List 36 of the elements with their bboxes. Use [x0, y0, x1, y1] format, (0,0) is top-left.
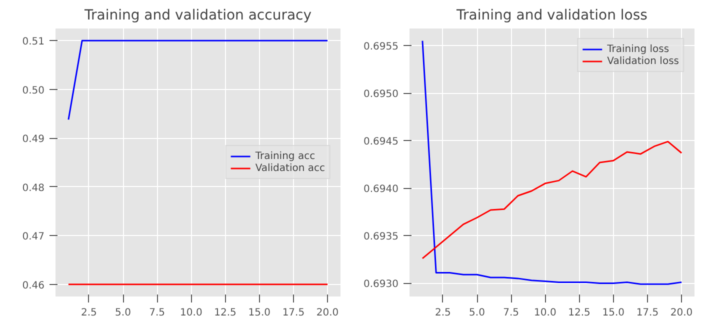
x-tick-label: 20.0	[670, 308, 693, 318]
y-tick-label: 0.48	[22, 182, 44, 194]
y-tick-label: 0.49	[22, 134, 44, 146]
y-tick-label: 0.6955	[364, 42, 399, 53]
x-tick-label: 5.0	[115, 308, 131, 318]
x-tick-label: 15.0	[602, 308, 624, 318]
x-tick-label: 20.0	[316, 308, 339, 318]
y-tick-label: 0.46	[22, 280, 44, 292]
x-tick-label: 5.0	[469, 308, 485, 318]
legend-label: Training loss	[607, 43, 670, 55]
legend-label: Training acc	[255, 150, 316, 162]
x-tick-label: 2.5	[434, 308, 451, 318]
x-tick-label: 17.5	[636, 308, 659, 318]
line-series	[422, 140, 682, 260]
y-tick-label: 0.6940	[364, 184, 399, 196]
y-tick-label: 0.50	[22, 85, 44, 96]
x-tick-label: 15.0	[248, 308, 270, 318]
y-tick-label: 0.6950	[364, 89, 399, 100]
y-tick-label: 0.6935	[364, 232, 399, 243]
chart-title: Training and validation loss	[456, 8, 648, 24]
line-series	[422, 40, 682, 285]
chart-title: Training and validation accuracy	[83, 8, 312, 24]
x-tick-label: 10.0	[180, 308, 202, 318]
legend-label: Validation acc	[255, 162, 325, 174]
legend-label: Validation loss	[607, 55, 679, 67]
x-tick-label: 7.5	[503, 308, 520, 318]
x-tick-label: 12.5	[214, 308, 236, 318]
y-tick-label: 0.51	[22, 36, 44, 48]
x-tick-label: 10.0	[534, 308, 556, 318]
x-tick-label: 2.5	[80, 308, 97, 318]
y-tick-label: 0.6930	[364, 279, 399, 290]
x-tick-label: 7.5	[149, 308, 166, 318]
x-tick-label: 17.5	[282, 308, 305, 318]
x-tick-label: 12.5	[568, 308, 590, 318]
y-tick-label: 0.47	[22, 232, 44, 243]
y-tick-label: 0.6945	[364, 136, 399, 148]
